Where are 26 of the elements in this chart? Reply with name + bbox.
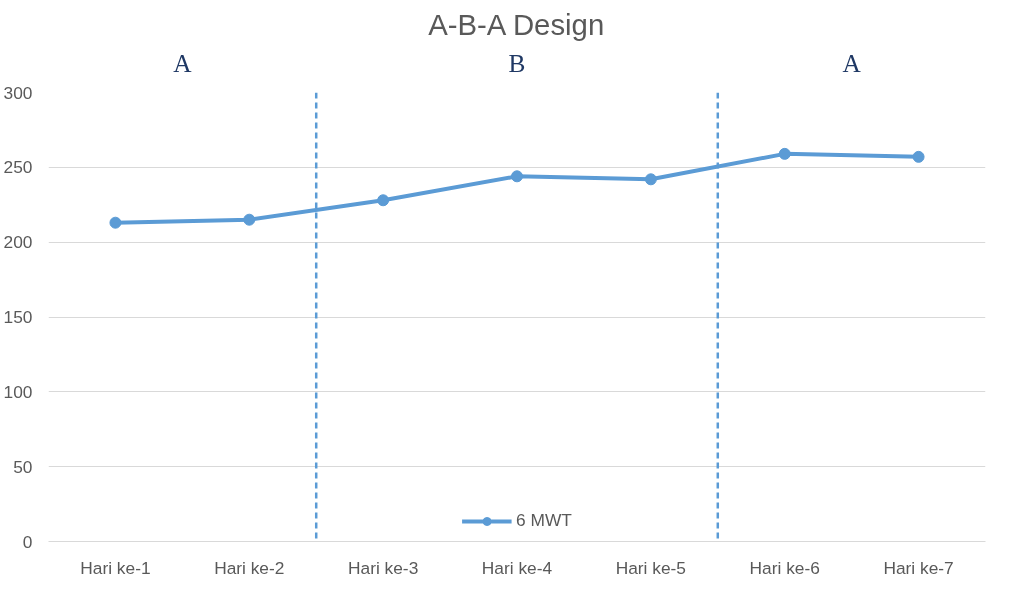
y-tick-label: 150 bbox=[3, 307, 33, 327]
point bbox=[511, 170, 523, 183]
text: A bbox=[842, 48, 862, 77]
x-tick-label: Hari ke-7 bbox=[883, 557, 954, 578]
point bbox=[912, 150, 925, 163]
y-tick-label: 200 bbox=[3, 232, 33, 253]
x-tick-label: Hari ke-1 bbox=[80, 557, 151, 578]
x-tick-label: Hari ke-5 bbox=[615, 557, 687, 578]
y-tick-label: 0 bbox=[22, 531, 33, 552]
x-tick-label: Hari ke-2 bbox=[214, 557, 285, 578]
x-tick-label: Hari ke-4 bbox=[481, 557, 553, 578]
x-tick-label: Hari ke-6 bbox=[749, 557, 820, 578]
chart-title: A-B-A Design bbox=[428, 7, 605, 41]
point bbox=[377, 194, 390, 207]
point bbox=[243, 213, 256, 226]
legend-label: 6 MWT bbox=[516, 510, 572, 531]
y-tick-label: 300 bbox=[3, 82, 33, 103]
point bbox=[778, 147, 791, 160]
point bbox=[109, 216, 122, 229]
text: B bbox=[508, 48, 526, 77]
point bbox=[644, 173, 657, 186]
y-tick-label: 50 bbox=[13, 456, 33, 477]
y-tick-label: 250 bbox=[3, 157, 33, 178]
x-tick-label: Hari ke-3 bbox=[348, 557, 419, 578]
text: A bbox=[173, 48, 193, 77]
y-tick-label: 100 bbox=[3, 381, 33, 402]
